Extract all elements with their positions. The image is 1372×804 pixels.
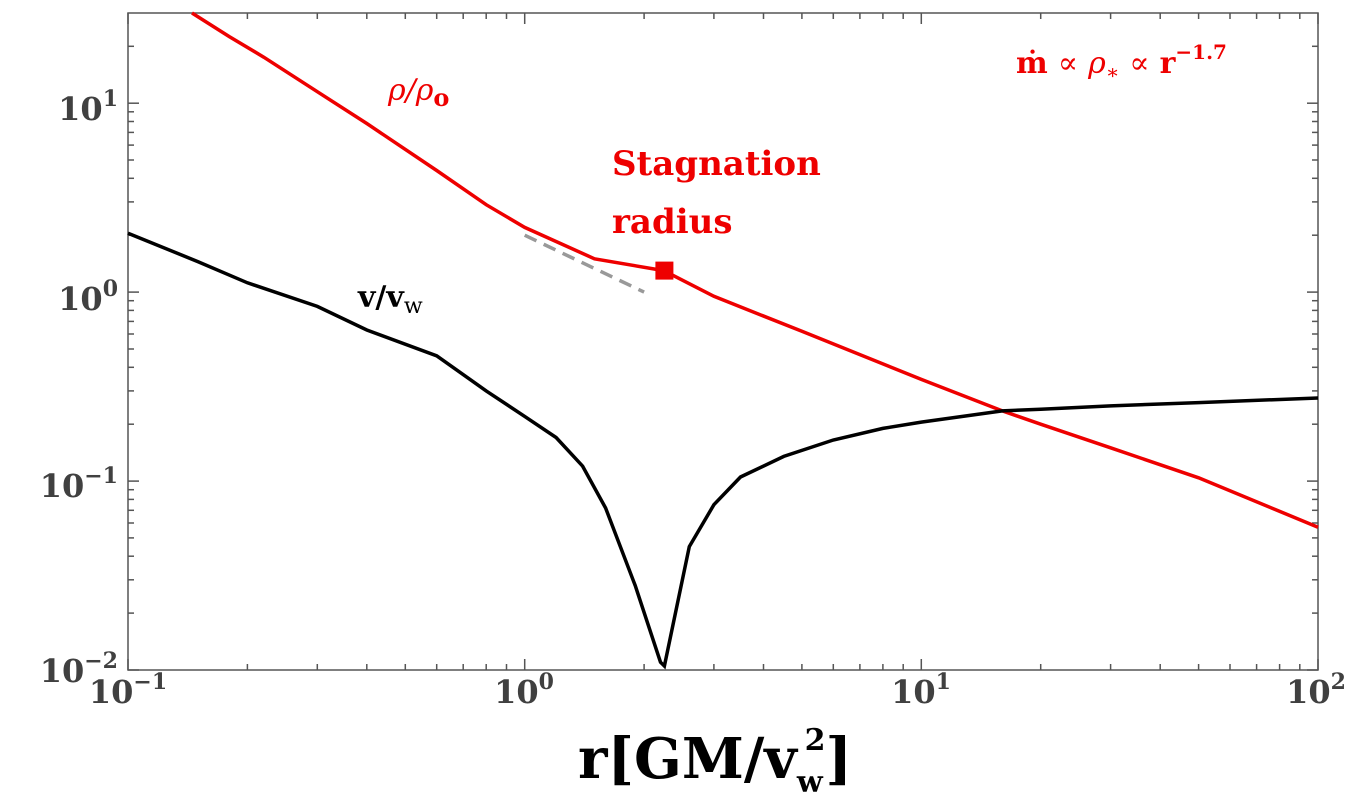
x-tick-label: 100 [494, 669, 554, 711]
y-tick-label: 101 [58, 86, 118, 128]
x-axis-title: r[GM/vw2] [578, 723, 852, 800]
y-tick-label: 10−1 [40, 463, 118, 505]
stagnation-label-line1: Stagnation [612, 144, 821, 184]
major-ticks [127, 13, 1319, 671]
x-tick-label: 10−1 [89, 669, 167, 711]
x-tick-labels: 10−1 100 101 102 [89, 669, 1346, 711]
density-series-label: ρ/ρo [387, 73, 449, 112]
velocity-series-label: v/vw [357, 280, 423, 319]
x-tick-label: 101 [891, 669, 951, 711]
scaling-relation-label: ṁ ∝ ρ∗ ∝ r−1.7 [1016, 40, 1227, 84]
y-tick-labels: 10−2 10−1 100 101 [40, 86, 118, 690]
velocity-series-line [127, 231, 1319, 670]
stagnation-marker [655, 261, 674, 280]
y-tick-label: 10−2 [40, 648, 118, 690]
y-tick-label: 100 [58, 276, 118, 318]
density-series-line [191, 11, 1319, 529]
x-tick-label: 102 [1286, 669, 1346, 711]
plot-frame [127, 12, 1319, 671]
stagnation-label-line2: radius [612, 202, 733, 242]
minor-ticks [128, 13, 1318, 670]
reference-slope-line [523, 233, 645, 294]
